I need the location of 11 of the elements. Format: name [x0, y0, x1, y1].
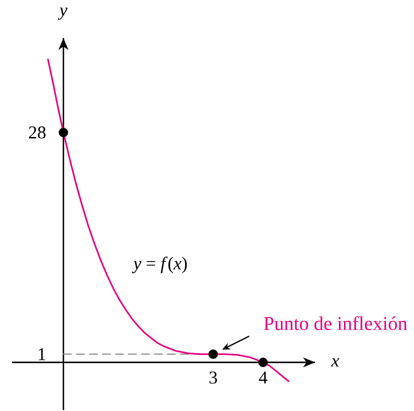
annotation: Punto de inflexión: [264, 316, 408, 330]
y-tick-label: 28: [29, 126, 46, 139]
y-axis-title: y: [58, 8, 68, 20]
x-axis-title: x: [331, 358, 340, 366]
x-tick-label: 3: [210, 372, 217, 384]
point: [258, 358, 268, 368]
series-label: y = f(x): [132, 256, 187, 274]
y-tick-label: 1: [38, 348, 46, 360]
point: [58, 128, 68, 138]
x-tick-label: 4: [258, 372, 268, 384]
point: [208, 349, 218, 359]
